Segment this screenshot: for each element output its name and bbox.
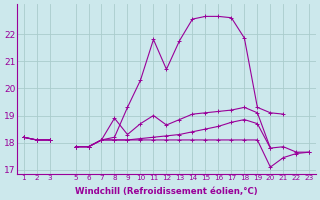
X-axis label: Windchill (Refroidissement éolien,°C): Windchill (Refroidissement éolien,°C)	[75, 187, 258, 196]
